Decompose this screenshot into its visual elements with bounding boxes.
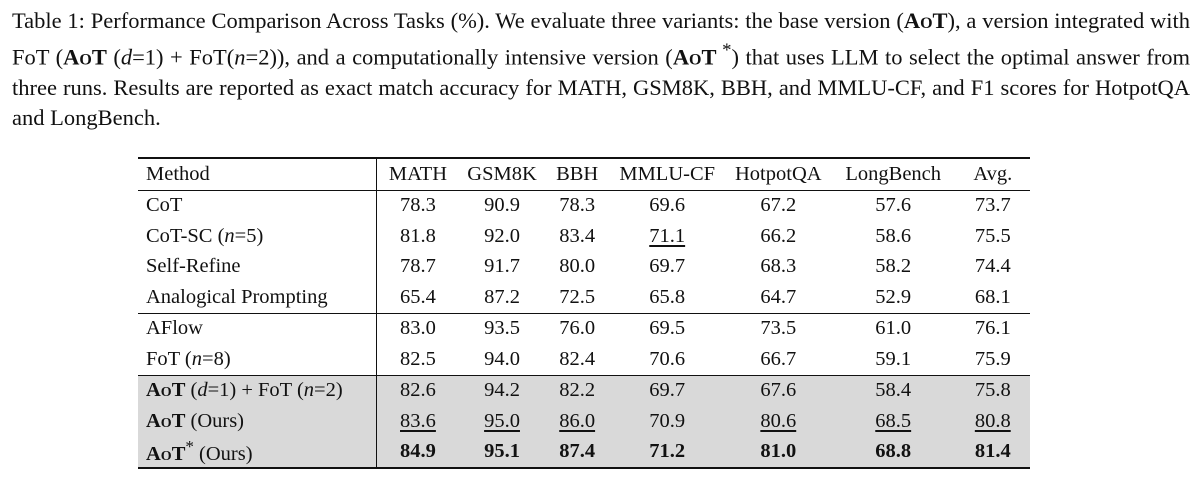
value-cell: 67.2 — [760, 194, 797, 217]
value-cell: 80.0 — [559, 255, 596, 278]
value-cell: 95.0 — [458, 406, 546, 437]
value-cell: 74.4 — [974, 255, 1011, 278]
header-avg: Avg. — [973, 162, 1013, 185]
header-hotpotqa: HotpotQA — [735, 162, 822, 185]
aot-name: AoT — [63, 44, 107, 70]
header-mmlu-cf: MMLU-CF — [619, 162, 716, 185]
value-cell: 66.2 — [760, 224, 797, 247]
table-row: CoT 78.3 90.9 78.3 69.6 67.2 57.6 73.7 — [138, 190, 1030, 221]
value-cell: 73.5 — [725, 312, 831, 344]
method-cell: AFlow — [138, 312, 378, 344]
value-cell: 67.6 — [725, 374, 831, 406]
value-cell: 69.7 — [649, 255, 686, 278]
method-cell: Analogical Prompting — [138, 282, 378, 313]
value-cell: 93.5 — [458, 312, 546, 344]
value-cell: 78.3 — [559, 194, 596, 217]
method-cell: AoT (d=1) + FoT (n=2) — [138, 374, 378, 406]
value-cell: 65.4 — [400, 285, 436, 308]
value-cell: 68.5 — [830, 406, 956, 437]
value-cell: 75.5 — [974, 224, 1011, 247]
value-cell: 70.9 — [608, 406, 726, 437]
value-cell: 61.0 — [830, 312, 956, 344]
header-gsm8k: GSM8K — [467, 162, 537, 185]
value-cell: 57.6 — [875, 194, 912, 217]
header-method: Method — [138, 158, 378, 190]
table-row: AoT (Ours) 83.6 95.0 86.0 70.9 80.6 68.5… — [138, 406, 1030, 437]
aot-name: AoT — [903, 8, 948, 33]
value-cell: 65.8 — [649, 285, 686, 308]
value-cell: 82.2 — [545, 374, 609, 406]
header-longbench: LongBench — [845, 162, 942, 185]
value-cell: 83.6 — [376, 406, 459, 437]
value-cell: 83.4 — [559, 224, 596, 247]
value-cell: 75.8 — [955, 374, 1030, 406]
value-cell: 80.6 — [725, 406, 831, 437]
value-cell: 58.4 — [830, 374, 956, 406]
value-cell: 87.2 — [484, 285, 520, 308]
value-cell: 82.6 — [376, 374, 459, 406]
value-cell: 94.2 — [458, 374, 546, 406]
method-cell: AoT (Ours) — [138, 406, 378, 437]
value-cell: 59.1 — [875, 347, 912, 370]
value-cell: 83.0 — [376, 312, 459, 344]
value-cell: 64.7 — [760, 285, 797, 308]
value-cell: 84.9 — [376, 436, 459, 469]
value-cell: 81.8 — [400, 224, 436, 247]
value-cell: 58.2 — [875, 255, 912, 278]
value-cell: 86.0 — [545, 406, 609, 437]
method-cell: CoT-SC (n=5) — [138, 221, 378, 252]
table-row: AoT (d=1) + FoT (n=2) 82.6 94.2 82.2 69.… — [138, 374, 1030, 406]
value-cell: 94.0 — [484, 347, 520, 370]
value-cell: 78.7 — [400, 255, 436, 278]
value-cell: 69.6 — [649, 194, 686, 217]
table-row: Self-Refine 78.7 91.7 80.0 69.7 68.3 58.… — [138, 251, 1030, 282]
value-cell: 69.5 — [608, 312, 726, 344]
value-cell: 76.1 — [955, 312, 1030, 344]
value-cell: 68.3 — [760, 255, 797, 278]
value-cell: 91.7 — [484, 255, 520, 278]
value-cell: 68.8 — [830, 436, 956, 469]
value-cell: 82.4 — [559, 347, 596, 370]
value-cell: 58.6 — [875, 224, 912, 247]
value-cell: 68.1 — [974, 285, 1011, 308]
header-math: MATH — [388, 162, 447, 185]
value-cell: 69.7 — [608, 374, 726, 406]
table-row: AFlow 83.0 93.5 76.0 69.5 73.5 61.0 76.1 — [138, 312, 1030, 344]
table-row: Analogical Prompting 65.4 87.2 72.5 65.8… — [138, 282, 1030, 313]
value-cell: 72.5 — [559, 285, 596, 308]
value-cell: 81.4 — [955, 436, 1030, 469]
aot-name: AoT — [672, 44, 717, 70]
method-cell: FoT (n=8) — [138, 344, 378, 375]
value-cell: 75.9 — [974, 347, 1011, 370]
value-cell: 73.7 — [974, 194, 1011, 217]
table-row: AoT* (Ours) 84.9 95.1 87.4 71.2 81.0 68.… — [138, 436, 1030, 469]
value-cell: 71.2 — [608, 436, 726, 469]
value-cell: 78.3 — [400, 194, 436, 217]
value-cell: 76.0 — [545, 312, 609, 344]
value-cell: 52.9 — [875, 285, 912, 308]
value-cell: 66.7 — [760, 347, 797, 370]
method-cell: AoT* (Ours) — [138, 436, 378, 469]
results-table: Method MATH GSM8K BBH MMLU-CF HotpotQA L… — [138, 157, 1030, 469]
value-cell: 81.0 — [725, 436, 831, 469]
value-cell: 90.9 — [484, 194, 520, 217]
table-header-row: Method MATH GSM8K BBH MMLU-CF HotpotQA L… — [138, 158, 1030, 190]
value-cell: 71.1 — [649, 224, 686, 247]
table-caption: Table 1: Performance Comparison Across T… — [12, 8, 1191, 130]
value-cell: 95.1 — [458, 436, 546, 469]
value-cell: 80.8 — [955, 406, 1030, 437]
table-row: FoT (n=8) 82.5 94.0 82.4 70.6 66.7 59.1 … — [138, 344, 1030, 375]
value-cell: 70.6 — [649, 347, 686, 370]
header-bbh: BBH — [556, 162, 599, 185]
value-cell: 82.5 — [400, 347, 436, 370]
method-cell: CoT — [138, 190, 378, 221]
value-cell: 92.0 — [484, 224, 520, 247]
value-cell: 87.4 — [545, 436, 609, 469]
table-row: CoT-SC (n=5) 81.8 92.0 83.4 71.1 66.2 58… — [138, 221, 1030, 252]
method-cell: Self-Refine — [138, 251, 378, 282]
